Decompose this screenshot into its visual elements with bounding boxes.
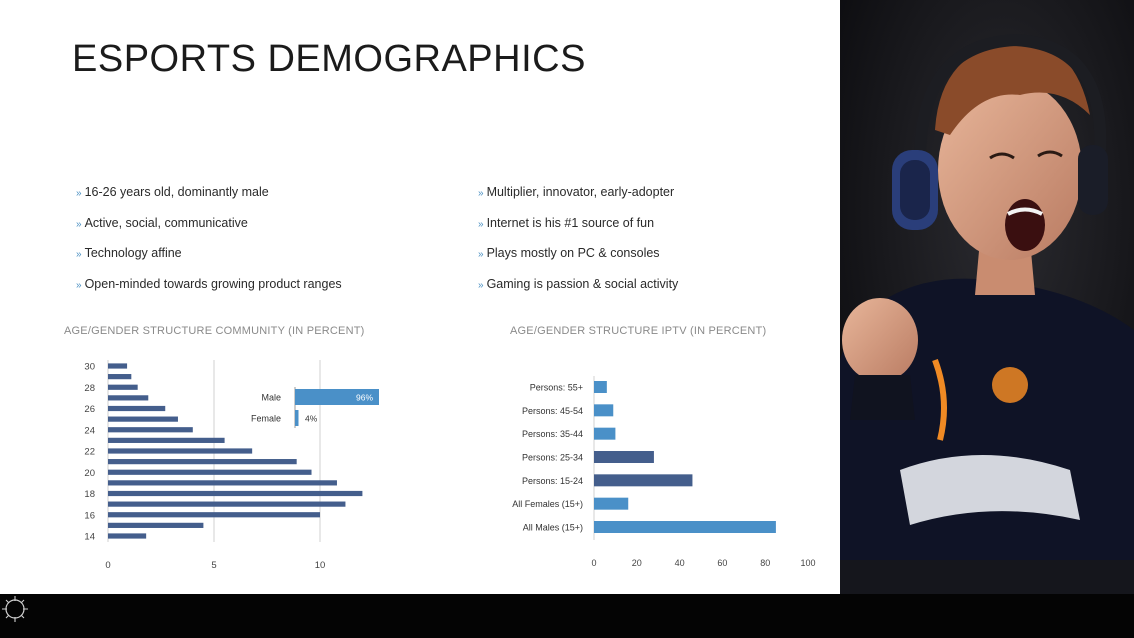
bar-age-29 [108, 374, 132, 380]
category-label: Persons: 15-24 [522, 476, 583, 486]
bullet-marker: » [478, 188, 484, 199]
bar-all-females-15- [594, 497, 629, 510]
y-tick-label: 28 [84, 383, 95, 394]
bullet-text: 16-26 years old, dominantly male [84, 185, 269, 199]
bullet-marker: » [478, 279, 484, 291]
x-tick-label: 0 [591, 558, 596, 568]
bar-age-14 [108, 533, 147, 539]
bar-age-16 [108, 512, 320, 518]
bullet-text: Gaming is passion & social activity [486, 276, 679, 291]
bullet-item: » Open-minded towards growing product ran… [76, 270, 342, 301]
category-label: All Males (15+) [523, 523, 583, 533]
inset-bar-female [295, 410, 299, 426]
slide-title: ESPORTS DEMOGRAPHICS [72, 38, 586, 80]
x-tick-label: 40 [675, 558, 685, 568]
category-label: All Females (15+) [512, 499, 583, 509]
bar-age-22 [108, 448, 253, 454]
x-tick-label: 100 [800, 558, 815, 568]
bullet-text: Technology affine [84, 246, 182, 260]
x-tick-label: 5 [211, 560, 216, 571]
y-tick-label: 14 [84, 532, 95, 543]
bar-age-17 [108, 501, 346, 507]
bullet-list-left: » 16-26 years old, dominantly male » Activ… [76, 178, 342, 300]
bar-age-19 [108, 480, 337, 486]
bullet-item: » Multiplier, innovator, early-adopter [478, 178, 678, 209]
bar-age-26 [108, 405, 166, 412]
inset-label-male: Male [261, 393, 281, 403]
bullet-text: Open-minded towards growing product rang… [84, 276, 342, 291]
y-tick-label: 30 [84, 362, 95, 373]
bullet-marker: » [76, 218, 82, 230]
y-tick-label: 18 [84, 489, 95, 500]
y-tick-label: 24 [84, 425, 95, 436]
bullet-text: Multiplier, innovator, early-adopter [486, 185, 675, 199]
bar-persons-15-24 [594, 474, 693, 487]
x-tick-label: 10 [315, 560, 326, 571]
gamer-photo [840, 0, 1134, 594]
category-label: Persons: 35-44 [522, 429, 583, 439]
bullet-marker: » [76, 188, 82, 199]
bar-persons-55- [594, 381, 607, 393]
y-tick-label: 20 [84, 468, 95, 479]
y-tick-label: 22 [84, 447, 95, 458]
bullet-marker: » [478, 249, 484, 260]
inset-bar-male [295, 389, 379, 405]
bullet-item: » Active, social, communicative [76, 209, 342, 240]
bar-all-males-15- [594, 521, 776, 533]
chart-iptv-title: AGE/GENDER STRUCTURE IPTV (IN PERCENT) [510, 325, 767, 337]
bullet-marker: » [76, 249, 82, 260]
bar-age-24 [108, 427, 193, 433]
bar-age-28 [108, 384, 138, 390]
x-tick-label: 0 [105, 560, 110, 571]
category-label: Persons: 25-34 [522, 453, 583, 463]
bar-age-30 [108, 363, 128, 369]
category-label: Persons: 45-54 [522, 406, 583, 416]
bar-age-25 [108, 416, 178, 422]
bar-persons-45-54 [594, 404, 614, 417]
inset-label-female: Female [251, 414, 281, 424]
y-tick-label: 16 [84, 510, 95, 521]
category-label: Persons: 55+ [530, 383, 583, 393]
gamer-photo-illustration [840, 0, 1134, 594]
bar-persons-25-34 [594, 451, 654, 463]
x-tick-label: 80 [760, 558, 770, 568]
bar-age-21 [108, 459, 297, 465]
bullet-item: » Plays mostly on PC & consoles [478, 239, 678, 270]
bullet-text: Internet is his #1 source of fun [486, 215, 655, 230]
bar-age-27 [108, 395, 149, 401]
bullet-marker: » [76, 279, 82, 291]
inset-data-label: 4% [305, 414, 318, 424]
bar-age-20 [108, 469, 312, 475]
bullet-item: » 16-26 years old, dominantly male [76, 178, 342, 209]
inset-data-label: 96% [356, 393, 373, 403]
bullet-item: » Gaming is passion & social activity [478, 270, 678, 301]
chart-community-title: AGE/GENDER STRUCTURE COMMUNITY (IN PERCE… [64, 325, 365, 337]
bullet-marker: » [478, 218, 484, 230]
bullet-item: » Internet is his #1 source of fun [478, 209, 678, 240]
y-tick-label: 26 [84, 404, 95, 415]
bar-age-18 [108, 490, 363, 497]
bullet-text: Active, social, communicative [84, 215, 248, 230]
bullet-item: » Technology affine [76, 239, 342, 270]
bottom-bar [0, 594, 1134, 638]
bar-age-23 [108, 437, 225, 443]
logo-icon [2, 596, 28, 622]
x-tick-label: 20 [632, 558, 642, 568]
bar-age-15 [108, 522, 204, 528]
bullet-text: Plays mostly on PC & consoles [486, 246, 660, 260]
charts-canvas: 30 28 26 24 22 20 18 16 14 0 5 10 Male Female 96% 4% Per… [84, 360, 816, 571]
bullet-list-right: » Multiplier, innovator, early-adopter » I… [478, 178, 678, 300]
x-tick-label: 60 [717, 558, 727, 568]
bar-persons-35-44 [594, 427, 616, 440]
